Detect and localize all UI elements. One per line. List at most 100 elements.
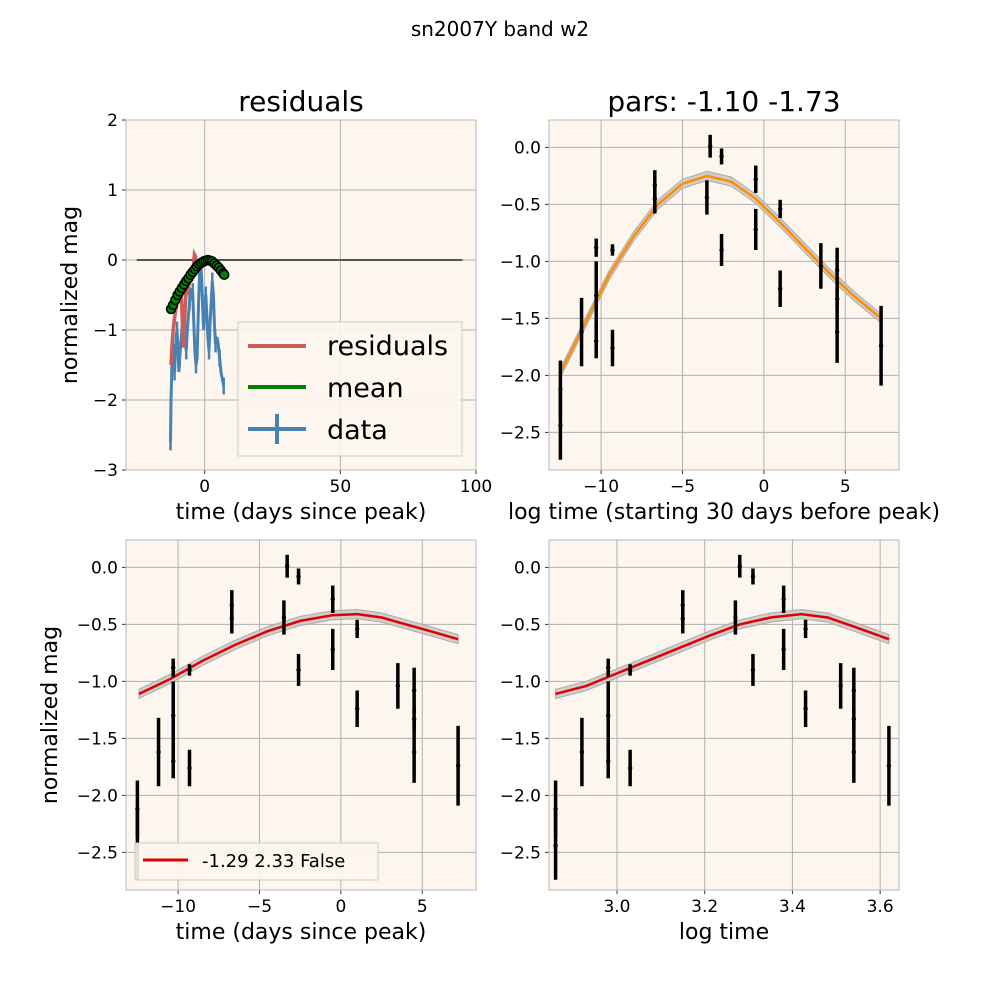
log-fit-frame <box>548 539 900 891</box>
residuals-legend: residuals mean data <box>237 321 463 457</box>
time-fit-data-point <box>330 647 335 652</box>
time-fit-xtick-label: −10 <box>160 897 196 917</box>
time-fit-ytick-label: −1.0 <box>77 672 118 692</box>
log-fit-xtick-label: 3.4 <box>779 897 806 917</box>
pars-data-point <box>704 195 710 200</box>
log-fit-data-point <box>886 763 892 768</box>
log-fit-data-point <box>750 574 756 579</box>
time-fit-data-point <box>171 758 176 764</box>
pars-data-point <box>777 286 783 291</box>
residuals-ytick-label: 2 <box>107 111 118 131</box>
pars-data-point <box>834 329 840 335</box>
log-fit-xlabel: log time <box>679 920 769 945</box>
time-fit-xtick-label: 0 <box>335 897 346 917</box>
pars-xtick-label: 0 <box>758 477 769 497</box>
time-fit-data-point <box>156 749 161 755</box>
log-fit-data-point <box>627 765 633 771</box>
pars-xlabel: log time (starting 30 days before peak) <box>508 500 940 525</box>
pars-data-point <box>610 247 615 253</box>
pars-frame <box>548 119 900 471</box>
time-fit-data-point <box>135 806 140 812</box>
pars-data-point <box>558 386 563 392</box>
log-fit-data-point <box>781 597 786 602</box>
residuals-ytick-label: −1 <box>93 321 118 341</box>
log-fit-data-point <box>838 683 843 689</box>
pars-data-point <box>594 338 599 344</box>
log-fit-data-point <box>851 749 857 755</box>
pars-data-point <box>777 206 783 212</box>
pars-data-point <box>594 293 599 298</box>
log-fit-ytick-label: −2.5 <box>500 843 541 863</box>
log-fit-xtick-label: 3.6 <box>867 897 894 917</box>
log-fit-data-point <box>737 564 742 569</box>
time-fit-plot-area <box>126 540 476 890</box>
time-fit-data-point <box>330 597 335 602</box>
log-fit-data-point <box>803 626 808 632</box>
time-fit-xlabel: time (days since peak) <box>176 920 427 945</box>
log-fit-data-point <box>553 843 558 848</box>
time-fit-data-point <box>296 667 301 673</box>
mean-marker <box>218 269 230 280</box>
pars-ytick-label: 0.0 <box>514 138 541 158</box>
pars-data-point <box>610 345 615 351</box>
pars-data-point <box>707 144 713 149</box>
log-fit-data-point <box>851 716 857 722</box>
log-fit-ytick-label: −1.0 <box>500 672 541 692</box>
log-fit-data-point <box>851 688 857 693</box>
pars-data-point <box>719 154 724 159</box>
pars-fit-curve <box>560 174 882 371</box>
log-fit-data-point <box>750 667 756 673</box>
log-fit-panel: 3.0 3.2 3.4 3.6 −2.5 −2.0 −1.5 −1.0 −0.5 0.0 <box>500 539 900 917</box>
time-fit-xtick-label: 5 <box>417 897 428 917</box>
time-fit-ytick-label: −1.5 <box>77 729 118 749</box>
log-fit-xtick-label: 3.0 <box>603 897 630 917</box>
log-fit-data-point <box>579 749 585 755</box>
legend-data-label: data <box>327 415 388 446</box>
pars-data-point <box>818 263 824 269</box>
time-fit-data-point <box>281 615 287 620</box>
time-fit-fit-curve <box>138 612 459 696</box>
time-fit-data-point <box>455 763 461 768</box>
pars-data-point <box>719 247 724 253</box>
time-fit-data-point <box>354 626 360 632</box>
residuals-ytick-label: 0 <box>107 251 118 271</box>
pars-data-point <box>579 329 584 335</box>
time-fit-data-point <box>411 716 417 722</box>
log-fit-data-point <box>553 806 558 812</box>
pars-panel: −10 −5 0 5 −2.5 −2.0 −1.5 −1.0 −0.5 0.0 <box>500 119 900 497</box>
time-fit-xtick-label: −5 <box>247 897 272 917</box>
pars-ytick-label: −2.5 <box>500 423 541 443</box>
time-fit-ytick-label: −2.5 <box>77 843 118 863</box>
pars-data-point <box>834 268 840 273</box>
log-fit-data-point <box>606 713 611 718</box>
pars-xtick-label: −5 <box>670 477 695 497</box>
residuals-xtick-label: 50 <box>330 477 352 497</box>
time-fit-legend: -1.29 2.33 False <box>134 842 379 881</box>
residuals-xtick-label: 100 <box>460 477 492 497</box>
time-fit-ytick-label: −0.5 <box>77 615 118 635</box>
pars-ytick-label: −0.5 <box>500 195 541 215</box>
pars-xtick-label: 5 <box>840 477 851 497</box>
pars-data-point <box>753 227 758 232</box>
time-fit-data-point <box>411 749 417 755</box>
time-fit-data-point <box>187 667 192 673</box>
time-fit-data-point <box>354 706 360 711</box>
time-fit-confidence-band <box>138 608 459 700</box>
log-fit-ytick-label: −2.0 <box>500 786 541 806</box>
pars-data-point <box>558 423 563 428</box>
time-fit-data-point <box>411 688 417 693</box>
pars-ytick-label: −1.5 <box>500 309 541 329</box>
pars-data-point <box>753 177 758 182</box>
figure-suptitle: sn2007Y band w2 <box>411 17 589 41</box>
log-fit-ytick-label: −0.5 <box>500 615 541 635</box>
pars-data-point <box>594 245 599 250</box>
residuals-ylabel: normalized mag <box>58 206 83 384</box>
log-fit-data-point <box>606 758 611 764</box>
time-fit-data-point <box>296 574 301 579</box>
time-fit-ytick-label: 0.0 <box>91 558 118 578</box>
pars-ytick-label: −2.0 <box>500 366 541 386</box>
time-fit-data-point <box>229 616 235 621</box>
pars-data-point <box>878 343 884 348</box>
log-fit-data-point <box>733 615 738 620</box>
